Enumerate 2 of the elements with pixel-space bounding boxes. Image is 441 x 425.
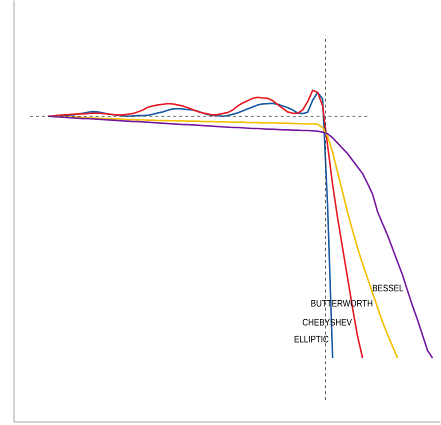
series-label: ELLIPTIC <box>294 336 329 342</box>
series-label: BESSEL <box>372 284 404 292</box>
